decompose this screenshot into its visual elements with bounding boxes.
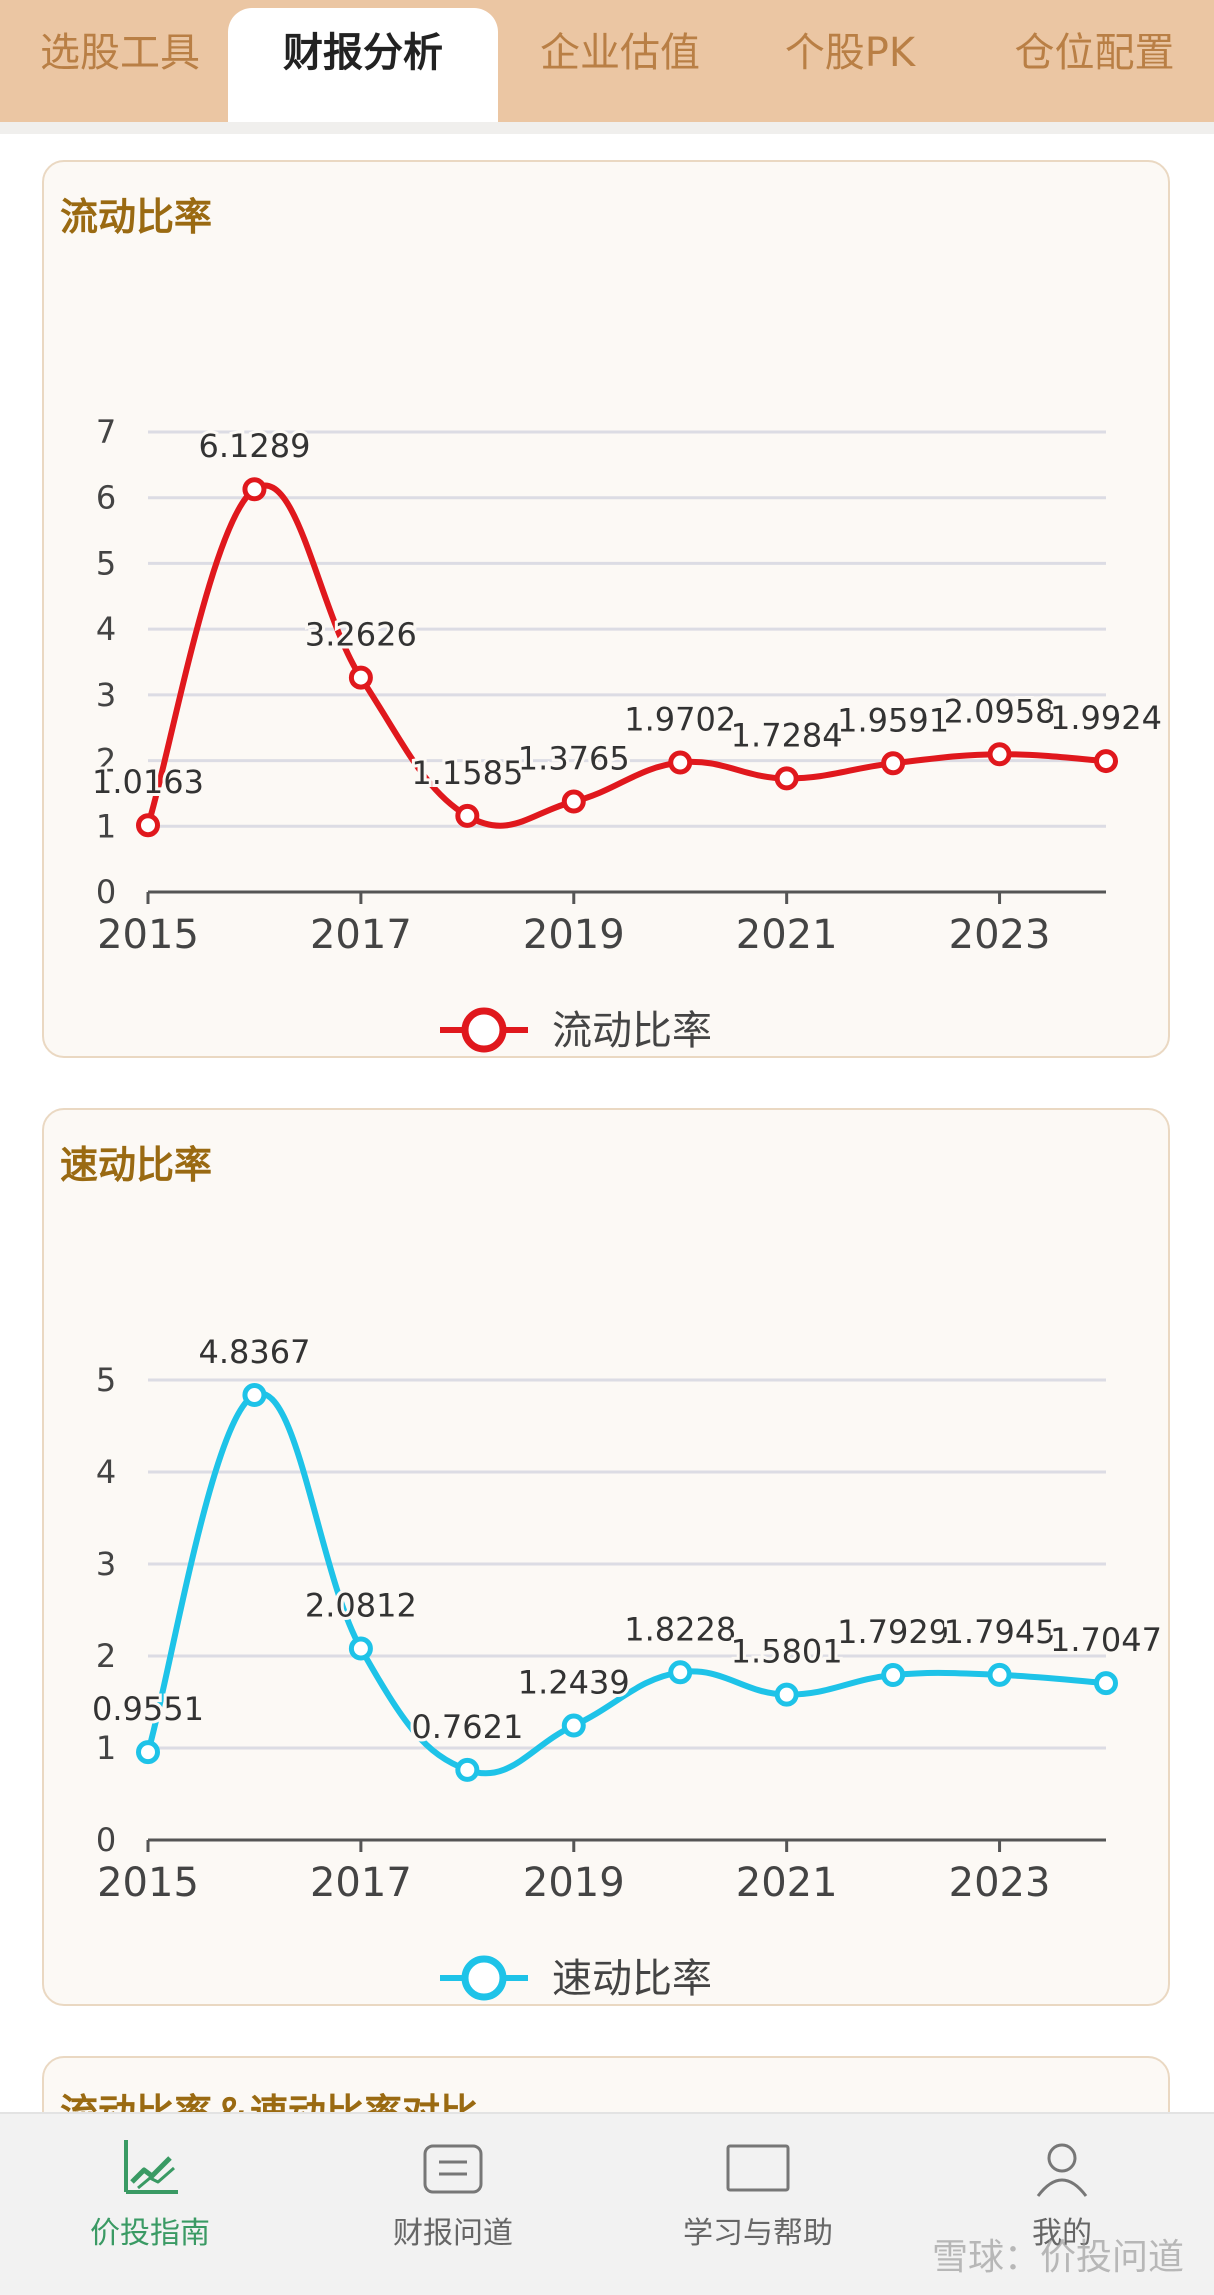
x-tick-label: 2015 <box>97 912 199 958</box>
tab-stock-pk[interactable]: 个股PK <box>784 30 916 76</box>
x-tick-label: 2017 <box>310 912 412 958</box>
x-tick-label: 2021 <box>736 1860 838 1906</box>
card-title: 流动比率 <box>60 195 213 239</box>
data-label: 1.9924 <box>1050 699 1162 737</box>
legend-label: 速动比率 <box>552 1956 712 2002</box>
data-point <box>668 750 693 775</box>
data-point <box>136 813 160 838</box>
data-point <box>455 1757 480 1782</box>
data-point <box>561 789 586 814</box>
data-label: 1.7284 <box>731 716 843 754</box>
nav-learning-help[interactable]: 学习与帮助 <box>648 2136 868 2252</box>
data-label: 2.0958 <box>944 692 1056 730</box>
data-point <box>136 1740 160 1765</box>
document-icon <box>423 2144 483 2194</box>
nav-my-profile[interactable]: 我的 <box>952 2136 1172 2252</box>
data-label: 1.3765 <box>518 740 630 778</box>
data-label: 6.1289 <box>198 427 310 465</box>
data-point <box>242 477 267 502</box>
nav-label: 财报问道 <box>393 2216 513 2251</box>
data-point <box>1094 1671 1118 1696</box>
data-point <box>774 1682 799 1707</box>
chart-trend-icon <box>124 2140 178 2194</box>
y-tick-label: 4 <box>96 610 116 648</box>
card-title: 流动比率＆速动比率对比 <box>60 2082 478 2112</box>
data-label: 1.7929 <box>837 1613 949 1651</box>
data-point <box>881 751 906 776</box>
top-tab-bar: 选股工具 财报分析 企业估值 个股PK 仓位配置 <box>0 0 1214 122</box>
data-label: 1.7945 <box>944 1613 1056 1651</box>
y-tick-label: 0 <box>96 1821 116 1859</box>
tab-stock-screening[interactable]: 选股工具 <box>40 30 200 76</box>
x-tick-label: 2019 <box>523 1860 625 1906</box>
ratio-comparison-card: 流动比率＆速动比率对比 <box>42 2056 1170 2112</box>
data-label: 0.7621 <box>411 1708 523 1746</box>
data-label: 1.5801 <box>731 1633 843 1671</box>
current-ratio-card: 流动比率 0 1 2 3 4 5 6 7 2015 2017 2019 2021 2023 1.0163 6… <box>42 160 1170 1058</box>
card-title: 速动比率 <box>60 1143 213 1187</box>
data-point <box>348 1636 373 1661</box>
data-point <box>668 1660 693 1685</box>
data-point <box>1094 749 1118 774</box>
y-tick-label: 3 <box>96 1545 116 1583</box>
data-label: 1.9702 <box>624 701 736 739</box>
y-tick-label: 1 <box>96 1729 116 1767</box>
nav-label: 我的 <box>1032 2216 1092 2251</box>
x-tick-label: 2021 <box>736 912 838 958</box>
data-label: 1.2439 <box>518 1664 630 1702</box>
x-tick-label: 2015 <box>97 1860 199 1906</box>
bottom-nav: 价投指南 财报问道 学习与帮助 我的 <box>0 2112 1214 2295</box>
watermark: 雪球：价投问道 <box>931 2237 1184 2278</box>
tab-financial-report-analysis[interactable]: 财报分析 <box>228 8 498 122</box>
nav-value-investing-guide[interactable]: 价投指南 <box>40 2136 260 2252</box>
data-point <box>455 803 480 828</box>
data-label: 1.1585 <box>411 754 523 792</box>
data-point <box>242 1383 267 1408</box>
x-tick-label: 2023 <box>949 1860 1051 1906</box>
y-tick-label: 5 <box>96 1361 116 1399</box>
y-tick-label: 6 <box>96 479 116 517</box>
y-tick-label: 7 <box>96 413 116 451</box>
data-point <box>774 766 799 791</box>
y-tick-label: 3 <box>96 676 116 714</box>
y-tick-label: 1 <box>96 807 116 845</box>
divider <box>0 122 1214 134</box>
data-label: 3.2626 <box>305 616 417 654</box>
series-line <box>145 1390 1107 1777</box>
y-tick-label: 2 <box>96 1637 116 1675</box>
current-ratio-chart: 0 1 2 3 4 5 6 7 2015 2017 2019 2021 2023 1.0163 6.1289… <box>89 413 1165 1054</box>
data-point <box>987 1662 1012 1687</box>
data-point <box>348 665 373 690</box>
data-label: 4.8367 <box>198 1333 310 1371</box>
y-tick-label: 0 <box>96 873 116 911</box>
user-icon <box>1036 2143 1088 2197</box>
data-label: 1.9591 <box>837 701 949 739</box>
quick-ratio-chart: 0 1 2 3 4 5 2015 2017 2019 2021 2023 0.9551 4.8367 2.… <box>89 1330 1165 2002</box>
book-icon <box>726 2144 790 2192</box>
content-scroll-area[interactable]: 流动比率 0 1 2 3 4 5 6 7 2015 2017 2019 2021 2023 1.0163 6… <box>0 122 1214 2112</box>
y-tick-label: 5 <box>96 544 116 582</box>
data-label: 1.0163 <box>92 763 204 801</box>
legend-label: 流动比率 <box>552 1008 712 1054</box>
data-point <box>561 1713 586 1738</box>
y-tick-label: 4 <box>96 1453 116 1491</box>
data-point <box>881 1663 906 1688</box>
legend-marker <box>461 1007 507 1053</box>
quick-ratio-card: 速动比率 0 1 2 3 4 5 2015 2017 2019 2021 2023 0.9551 4.8… <box>42 1108 1170 2006</box>
nav-label: 学习与帮助 <box>683 2216 833 2251</box>
nav-financial-report-qa[interactable]: 财报问道 <box>343 2136 563 2252</box>
data-point <box>987 742 1012 767</box>
y-tick-label: 2 <box>96 742 116 780</box>
legend-marker <box>461 1955 507 2001</box>
x-tick-label: 2023 <box>949 912 1051 958</box>
data-label: 1.7047 <box>1050 1621 1162 1659</box>
nav-label: 价投指南 <box>90 2216 210 2251</box>
data-label: 0.9551 <box>92 1690 204 1728</box>
x-tick-label: 2017 <box>310 1860 412 1906</box>
tab-position-allocation[interactable]: 仓位配置 <box>1014 30 1175 76</box>
data-label: 1.8228 <box>624 1610 736 1648</box>
x-tick-label: 2019 <box>523 912 625 958</box>
tab-enterprise-valuation[interactable]: 企业估值 <box>540 30 700 76</box>
data-label: 2.0812 <box>305 1587 417 1625</box>
